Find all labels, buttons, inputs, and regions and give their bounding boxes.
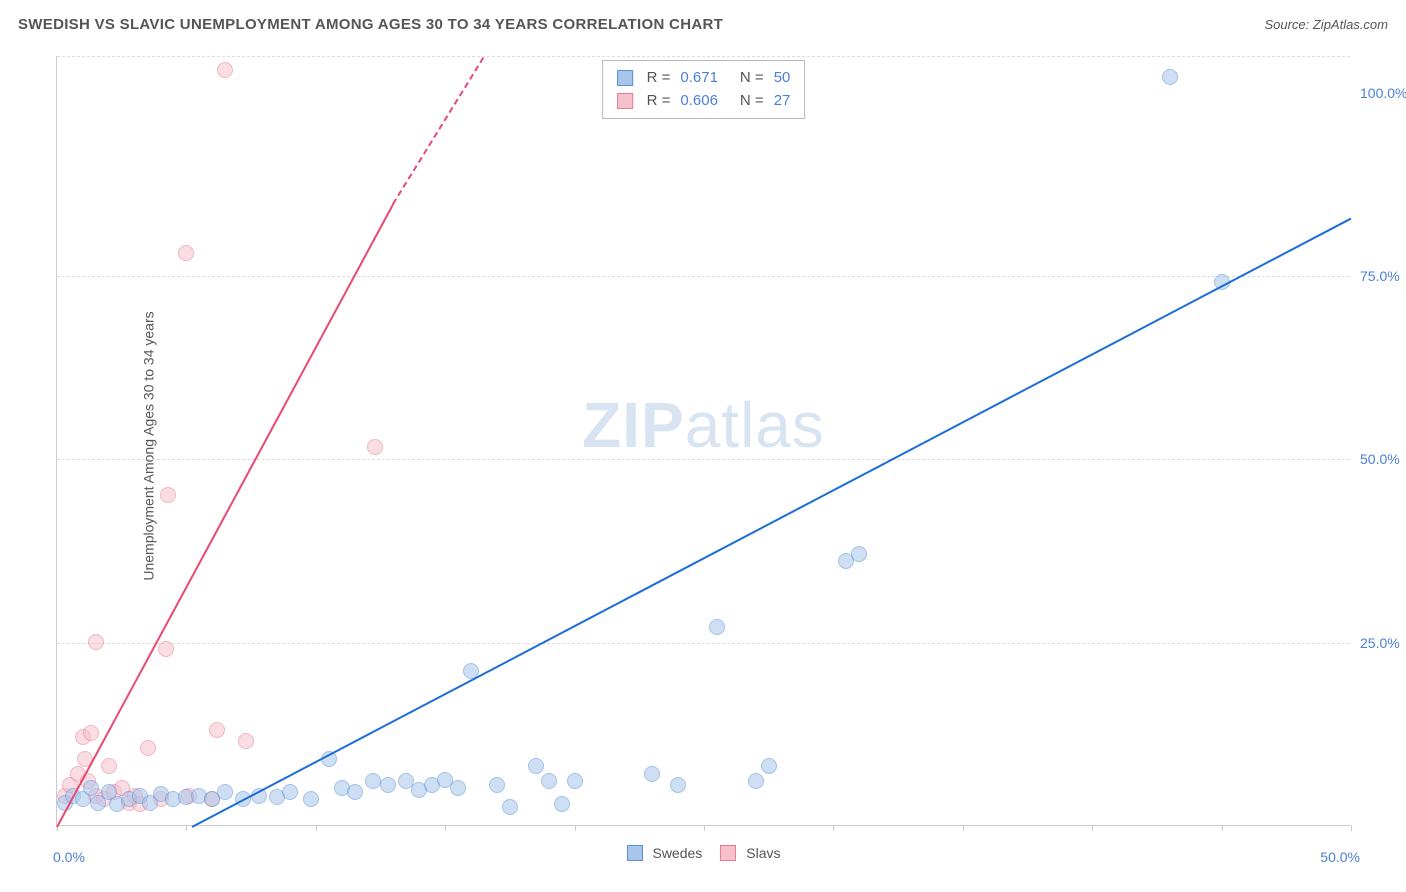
legend-item-slavs: Slavs <box>720 845 780 861</box>
data-point <box>140 740 156 756</box>
data-point <box>83 725 99 741</box>
data-point <box>217 62 233 78</box>
source-attribution: Source: ZipAtlas.com <box>1264 17 1388 32</box>
legend-row-slavs: R = 0.606 N = 27 <box>617 90 791 113</box>
legend-label: Slavs <box>746 845 780 861</box>
legend-row-swedes: R = 0.671 N = 50 <box>617 67 791 90</box>
n-value: 27 <box>774 90 791 113</box>
series-legend: Swedes Slavs <box>626 845 780 861</box>
x-tick <box>186 825 187 831</box>
x-tick-label: 0.0% <box>53 849 85 865</box>
data-point <box>282 784 298 800</box>
data-point <box>450 780 466 796</box>
data-point <box>347 784 363 800</box>
n-label: N = <box>740 90 764 113</box>
data-point <box>851 546 867 562</box>
r-label: R = <box>647 90 671 113</box>
data-point <box>528 758 544 774</box>
plot-surface: ZIPatlas 25.0%50.0%75.0%100.0%0.0%50.0%R… <box>56 56 1350 826</box>
data-point <box>238 733 254 749</box>
y-tick-label: 25.0% <box>1360 635 1406 651</box>
trend-line <box>393 56 485 204</box>
trend-line <box>56 203 394 827</box>
x-tick <box>1222 825 1223 831</box>
data-point <box>367 439 383 455</box>
data-point <box>748 773 764 789</box>
legend-item-swedes: Swedes <box>626 845 702 861</box>
source-prefix: Source: <box>1264 17 1312 32</box>
y-tick-label: 100.0% <box>1360 85 1406 101</box>
data-point <box>160 487 176 503</box>
data-point <box>567 773 583 789</box>
trend-line <box>191 217 1351 827</box>
r-value: 0.671 <box>680 67 718 90</box>
data-point <box>365 773 381 789</box>
data-point <box>670 777 686 793</box>
gridline <box>57 276 1350 277</box>
data-point <box>502 799 518 815</box>
x-tick <box>445 825 446 831</box>
x-tick-label: 50.0% <box>1320 849 1360 865</box>
data-point <box>709 619 725 635</box>
data-point <box>83 780 99 796</box>
x-tick <box>963 825 964 831</box>
data-point <box>303 791 319 807</box>
source-name: ZipAtlas.com <box>1313 17 1388 32</box>
x-tick <box>1351 825 1352 831</box>
data-point <box>380 777 396 793</box>
gridline <box>57 459 1350 460</box>
r-label: R = <box>647 67 671 90</box>
x-tick <box>833 825 834 831</box>
data-point <box>644 766 660 782</box>
n-value: 50 <box>774 67 791 90</box>
chart-title: SWEDISH VS SLAVIC UNEMPLOYMENT AMONG AGE… <box>18 16 723 33</box>
swatch-icon <box>617 70 633 86</box>
data-point <box>217 784 233 800</box>
data-point <box>178 245 194 261</box>
y-tick-label: 75.0% <box>1360 268 1406 284</box>
x-tick <box>704 825 705 831</box>
gridline <box>57 56 1350 57</box>
swatch-icon <box>617 93 633 109</box>
data-point <box>541 773 557 789</box>
data-point <box>88 634 104 650</box>
x-tick <box>1092 825 1093 831</box>
data-point <box>1162 69 1178 85</box>
data-point <box>761 758 777 774</box>
swatch-icon <box>626 845 642 861</box>
data-point <box>554 796 570 812</box>
data-point <box>101 758 117 774</box>
x-tick <box>316 825 317 831</box>
swatch-icon <box>720 845 736 861</box>
data-point <box>489 777 505 793</box>
r-value: 0.606 <box>680 90 718 113</box>
gridline <box>57 643 1350 644</box>
y-tick-label: 50.0% <box>1360 451 1406 467</box>
n-label: N = <box>740 67 764 90</box>
data-point <box>158 641 174 657</box>
correlation-legend: R = 0.671 N = 50 R = 0.606 N = 27 <box>602 60 806 119</box>
watermark: ZIPatlas <box>582 388 825 462</box>
x-tick <box>575 825 576 831</box>
data-point <box>209 722 225 738</box>
chart-header: SWEDISH VS SLAVIC UNEMPLOYMENT AMONG AGE… <box>0 0 1406 48</box>
chart-plot-area: ZIPatlas 25.0%50.0%75.0%100.0%0.0%50.0%R… <box>56 56 1350 826</box>
legend-label: Swedes <box>652 845 702 861</box>
